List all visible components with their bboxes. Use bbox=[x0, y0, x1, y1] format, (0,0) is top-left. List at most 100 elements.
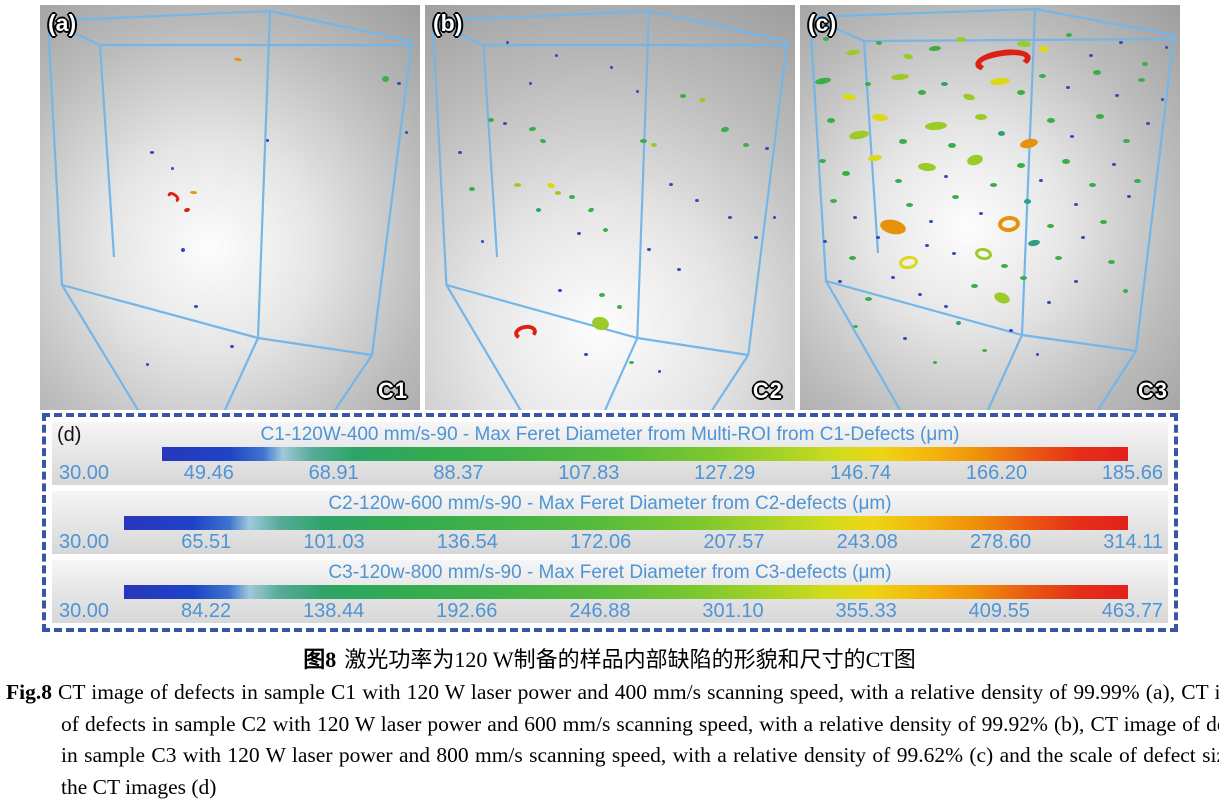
defect-blob bbox=[233, 57, 242, 62]
defect-blob bbox=[1066, 33, 1072, 38]
defect-blob bbox=[513, 183, 521, 188]
defect-blob bbox=[743, 142, 750, 147]
defect-blob bbox=[878, 217, 907, 237]
defect-blob bbox=[848, 128, 870, 141]
defect-blob bbox=[506, 41, 510, 45]
defect-blob bbox=[1047, 223, 1054, 228]
defect-blob bbox=[150, 150, 155, 154]
defect-blob bbox=[1027, 238, 1041, 247]
defect-blob bbox=[765, 146, 770, 150]
scale-tick-value: 84.22 bbox=[181, 600, 232, 622]
defect-blob bbox=[822, 37, 829, 42]
defect-blob bbox=[266, 138, 270, 142]
defect-blob bbox=[539, 137, 547, 144]
scale-tick-value: 278.60 bbox=[969, 531, 1032, 553]
ct-panel-c2: (b) C2 bbox=[425, 5, 795, 410]
defect-blob bbox=[996, 214, 1021, 233]
scale-tick-value: 243.08 bbox=[836, 531, 898, 553]
defect-blob bbox=[974, 114, 987, 121]
caption-english-text: CT image of defects in sample C1 with 12… bbox=[57, 680, 1219, 799]
wireframe-cube-icon bbox=[808, 7, 1177, 410]
defect-blob bbox=[890, 73, 910, 81]
panel-label: (a) bbox=[48, 10, 77, 36]
scale-tick-value: 192.66 bbox=[436, 600, 498, 622]
defect-blob bbox=[830, 199, 838, 204]
defect-blob bbox=[469, 187, 476, 192]
scale-tick-value: 30.00 bbox=[59, 600, 110, 622]
scale-tick-value: 107.83 bbox=[558, 462, 620, 484]
defect-layer bbox=[800, 5, 1180, 410]
defect-blob bbox=[487, 118, 494, 123]
defect-blob bbox=[587, 206, 595, 213]
defect-blob bbox=[610, 65, 613, 69]
scale-tick-value: 88.37 bbox=[433, 462, 484, 484]
sample-label: C1 bbox=[377, 378, 408, 403]
defect-blob bbox=[617, 304, 623, 309]
defect-blob bbox=[528, 125, 536, 132]
defect-blob bbox=[944, 304, 949, 308]
defect-blob bbox=[1138, 77, 1146, 82]
defect-blob bbox=[720, 125, 730, 133]
defect-blob bbox=[1092, 69, 1101, 75]
ct-panels-row: (a) C1 (b) C2 (c) C3 bbox=[40, 5, 1180, 410]
defect-blob bbox=[1020, 276, 1028, 281]
defect-blob bbox=[978, 211, 983, 215]
scale-tick-value: 101.03 bbox=[303, 531, 365, 553]
ct-panel-c1: (a) C1 bbox=[40, 5, 420, 410]
defect-blob bbox=[826, 118, 835, 124]
defect-blob bbox=[992, 290, 1012, 305]
defect-blob bbox=[512, 323, 538, 342]
scale-tick-value: 127.29 bbox=[694, 462, 756, 484]
defect-blob bbox=[680, 94, 687, 99]
scale-tick-value: 301.10 bbox=[702, 600, 764, 622]
scale-tick-value: 207.57 bbox=[703, 531, 765, 553]
defect-layer bbox=[425, 5, 795, 410]
defect-blob bbox=[754, 235, 759, 239]
defect-blob bbox=[230, 345, 234, 349]
defect-blob bbox=[955, 37, 966, 43]
defect-blob bbox=[189, 190, 198, 195]
defect-blob bbox=[1123, 288, 1128, 293]
defect-blob bbox=[695, 199, 700, 203]
defect-blob bbox=[895, 179, 902, 184]
defect-blob bbox=[602, 227, 608, 232]
scalebar-values: 30.00 84.22 138.44 192.66 246.88 301.10 355.33… bbox=[52, 599, 1168, 623]
defect-blob bbox=[554, 191, 561, 196]
scalebar-panel-d: (d) C1-120W-400 mm/s-90 - Max Feret Diam… bbox=[42, 413, 1178, 632]
defect-blob bbox=[146, 363, 150, 367]
defect-blob bbox=[458, 150, 463, 154]
defect-blob bbox=[917, 90, 926, 96]
defect-blob bbox=[1047, 118, 1055, 124]
defect-blob bbox=[639, 138, 647, 143]
caption-english-number: Fig.8 bbox=[6, 680, 52, 704]
defect-blob bbox=[1107, 260, 1115, 265]
defect-blob bbox=[397, 81, 402, 85]
defect-blob bbox=[647, 248, 651, 251]
defect-blob bbox=[546, 181, 556, 190]
defect-blob bbox=[554, 53, 558, 57]
defect-blob bbox=[1142, 61, 1148, 66]
scalebar-values: 30.00 65.51 101.03 136.54 172.06 207.57 243.08… bbox=[52, 530, 1168, 554]
colorbar-gradient bbox=[124, 585, 1128, 599]
defect-blob bbox=[1039, 73, 1047, 78]
defect-blob bbox=[1016, 40, 1031, 49]
defect-blob bbox=[569, 195, 576, 200]
defect-blob bbox=[897, 254, 919, 271]
defect-blob bbox=[171, 167, 175, 170]
defect-blob bbox=[1073, 280, 1078, 284]
defect-blob bbox=[929, 219, 934, 223]
defect-blob bbox=[917, 162, 937, 172]
defect-blob bbox=[1019, 136, 1040, 150]
scale-tick-value: 314.11 bbox=[1103, 531, 1163, 553]
defect-blob bbox=[1066, 86, 1070, 89]
defect-blob bbox=[502, 122, 507, 126]
defect-blob bbox=[1081, 235, 1086, 239]
defect-blob bbox=[868, 153, 883, 162]
defect-blob bbox=[841, 171, 850, 177]
scale-tick-value: 166.20 bbox=[965, 462, 1028, 484]
defect-blob bbox=[404, 130, 408, 134]
caption-chinese: 图8 激光功率为120 W制备的样品内部缺陷的形貌和尺寸的CT图 bbox=[0, 642, 1219, 674]
defect-blob bbox=[558, 288, 563, 292]
defect-blob bbox=[1073, 203, 1078, 207]
